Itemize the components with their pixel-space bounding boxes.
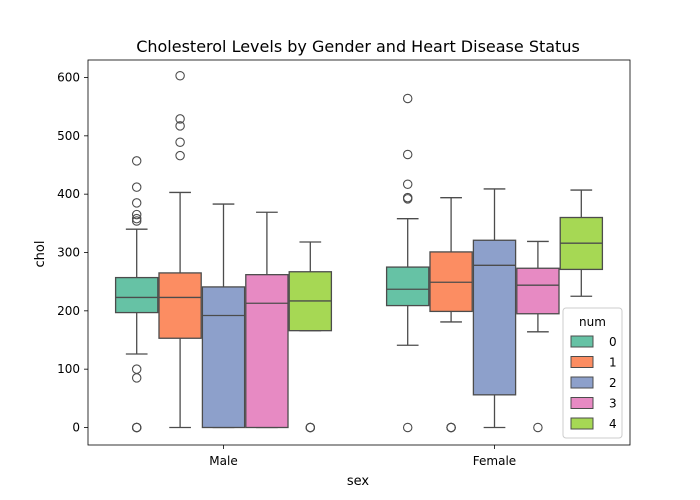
outlier-point bbox=[305, 422, 316, 433]
box-male-num-4 bbox=[288, 241, 333, 433]
box-female-num-4 bbox=[559, 189, 604, 297]
box-female-num-3 bbox=[516, 240, 560, 433]
outlier-point bbox=[175, 114, 185, 124]
x-tick-label: Female bbox=[473, 454, 516, 468]
box-male-num-0 bbox=[114, 156, 159, 433]
outlier-point bbox=[131, 198, 142, 208]
outlier-point bbox=[131, 216, 142, 226]
legend-label-4: 4 bbox=[609, 417, 617, 431]
box-body bbox=[158, 272, 202, 339]
outlier-point bbox=[131, 422, 142, 433]
y-tick-label: 200 bbox=[57, 304, 80, 318]
legend-title: num bbox=[579, 315, 606, 329]
box-body bbox=[114, 276, 159, 314]
outlier-point bbox=[131, 209, 142, 220]
outlier-point bbox=[131, 182, 142, 192]
outlier-point bbox=[402, 149, 413, 160]
legend-label-3: 3 bbox=[609, 397, 617, 411]
box-body bbox=[472, 239, 517, 396]
outlier-point bbox=[402, 93, 413, 104]
outlier-point bbox=[175, 121, 185, 131]
x-tick-label: Male bbox=[209, 454, 237, 468]
legend-label-2: 2 bbox=[609, 376, 617, 390]
box-female-num-1 bbox=[429, 197, 473, 433]
plot-area: 0 100 200 300 400 500 600 Male Female bbox=[57, 59, 631, 468]
legend-label-1: 1 bbox=[609, 356, 617, 370]
outlier-point bbox=[131, 213, 142, 224]
y-axis-label: chol bbox=[33, 241, 48, 268]
box-body bbox=[385, 266, 430, 307]
outlier-point bbox=[533, 422, 543, 433]
box-female-num-0 bbox=[385, 93, 430, 433]
box-male-num-1 bbox=[158, 71, 202, 429]
y-tick-label: 0 bbox=[72, 421, 80, 435]
y-tick-label: 600 bbox=[57, 71, 80, 85]
outlier-point bbox=[446, 422, 456, 433]
box-body bbox=[245, 274, 289, 429]
legend-swatch-0 bbox=[570, 335, 594, 348]
outlier-point bbox=[402, 422, 413, 433]
x-axis-label: sex bbox=[347, 474, 370, 489]
legend-swatch-4 bbox=[570, 417, 594, 430]
box-male-num-3 bbox=[245, 211, 289, 429]
outlier-point bbox=[175, 150, 185, 161]
box-body bbox=[201, 286, 246, 429]
legend-label-0: 0 bbox=[609, 335, 617, 349]
legend-swatch-1 bbox=[570, 356, 594, 368]
y-tick-label: 500 bbox=[57, 129, 80, 143]
box-body bbox=[516, 267, 560, 315]
outlier-point bbox=[175, 137, 185, 148]
box-male-num-2 bbox=[201, 203, 246, 429]
legend-swatch-3 bbox=[570, 397, 594, 409]
outlier-point bbox=[175, 71, 185, 81]
y-tick-label: 300 bbox=[57, 246, 80, 260]
y-tick-label: 100 bbox=[57, 362, 80, 376]
outlier-point bbox=[131, 156, 142, 166]
outlier-point bbox=[131, 364, 142, 374]
legend-swatch-2 bbox=[570, 376, 594, 389]
chart-title: Cholesterol Levels by Gender and Heart D… bbox=[136, 37, 580, 56]
box-female-num-2 bbox=[472, 188, 517, 429]
outlier-point bbox=[402, 179, 413, 190]
y-tick-label: 400 bbox=[57, 187, 80, 201]
outlier-point bbox=[402, 192, 413, 203]
